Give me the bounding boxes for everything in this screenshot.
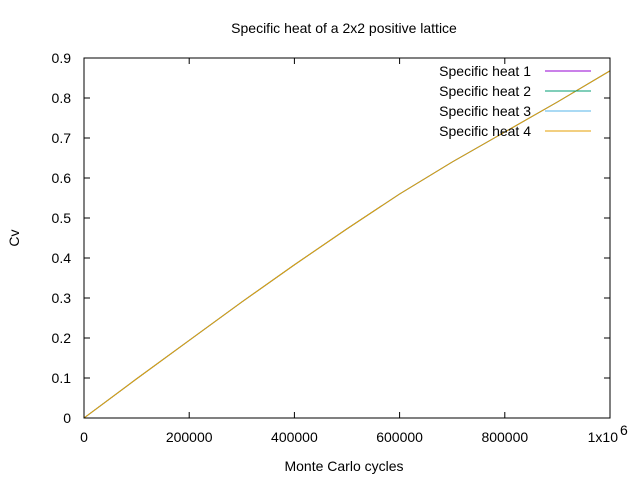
ticks-layer: 0 0.1 0.2 0.3 0.4 0.5 0.6 0.7 0.8 0.9 0 200000 40000… [52,50,628,445]
x-tick-label: 200000 [166,429,213,445]
y-tick-label: 0.3 [52,290,72,306]
series-layer [83,70,611,419]
series-line-1 [83,70,611,419]
legend-label-3: Specific heat 3 [439,103,531,119]
legend-label-4: Specific heat 4 [439,123,531,139]
x-tick-label: 600000 [376,429,423,445]
y-tick-label: 0 [63,410,71,426]
plot-frame [83,57,611,419]
y-tick-label: 0.9 [52,50,72,66]
legend-label-1: Specific heat 1 [439,63,531,79]
series-line-4 [83,70,611,419]
x-tick-label: 400000 [271,429,318,445]
y-tick-label: 0.5 [52,210,72,226]
y-tick-label: 0.7 [52,130,72,146]
y-axis-label: Cv [6,229,22,246]
y-tick-label: 0.2 [52,330,72,346]
x-tick-label: 1x10 [588,429,619,445]
y-tick-label: 0.1 [52,370,72,386]
chart-title: Specific heat of a 2x2 positive lattice [231,20,457,36]
y-tick-label: 0.6 [52,170,72,186]
series-line-2 [83,70,611,419]
y-tick-label: 0.4 [52,250,72,266]
legend-label-2: Specific heat 2 [439,83,531,99]
x-tick-label: 0 [80,429,88,445]
legend: Specific heat 1 Specific heat 2 Specific h… [439,63,591,139]
x-tick-label: 800000 [481,429,528,445]
series-line-3 [83,70,611,419]
y-tick-label: 0.8 [52,90,72,106]
x-axis-label: Monte Carlo cycles [284,458,403,474]
x-multiplier-exponent: 6 [620,422,628,438]
